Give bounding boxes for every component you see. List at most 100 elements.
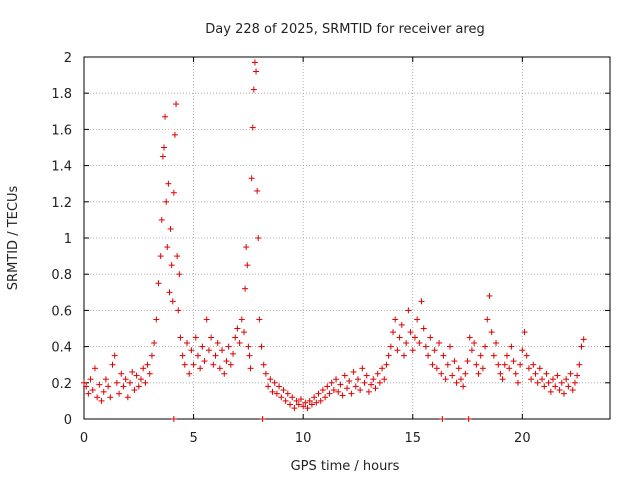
data-point	[348, 390, 355, 397]
data-point	[169, 298, 176, 305]
data-point	[89, 387, 96, 394]
data-point	[124, 394, 131, 401]
data-point	[455, 365, 462, 372]
data-point	[374, 370, 381, 377]
y-tick-label: 1.4	[51, 160, 72, 175]
data-point	[536, 365, 543, 372]
data-point	[563, 376, 570, 383]
data-point	[468, 347, 475, 354]
data-point	[569, 387, 576, 394]
data-point	[501, 361, 508, 368]
data-point	[284, 390, 291, 397]
data-point	[400, 352, 407, 359]
data-point	[109, 361, 116, 368]
data-point	[105, 383, 112, 390]
data-point	[534, 379, 541, 386]
data-point	[271, 379, 278, 386]
data-point	[317, 397, 324, 404]
data-point	[165, 180, 172, 187]
data-point	[341, 372, 348, 379]
data-point	[330, 387, 337, 394]
data-point	[118, 370, 125, 377]
data-point	[188, 347, 195, 354]
data-point	[466, 334, 473, 341]
data-point	[153, 316, 160, 323]
data-point	[173, 101, 180, 108]
data-point	[273, 390, 280, 397]
data-point	[129, 368, 136, 375]
data-point	[135, 383, 142, 390]
data-point	[580, 336, 587, 343]
data-point	[122, 376, 129, 383]
data-point	[210, 361, 217, 368]
data-point	[482, 343, 489, 350]
data-point	[176, 271, 183, 278]
data-point	[148, 352, 155, 359]
data-point	[376, 379, 383, 386]
data-point	[479, 365, 486, 372]
data-point	[96, 381, 103, 388]
data-point	[370, 376, 377, 383]
data-point	[197, 365, 204, 372]
data-point	[550, 376, 557, 383]
data-point	[304, 405, 311, 412]
data-point	[91, 365, 98, 372]
x-axis-label: GPS time / hours	[291, 459, 400, 474]
data-point	[390, 329, 397, 336]
data-point	[385, 352, 392, 359]
data-point	[357, 387, 364, 394]
data-point	[519, 347, 526, 354]
data-point	[232, 334, 239, 341]
data-point	[416, 339, 423, 346]
data-point	[350, 368, 357, 375]
data-point	[127, 379, 134, 386]
y-tick-label: 1.8	[51, 87, 72, 102]
data-point	[554, 372, 561, 379]
data-point	[297, 396, 304, 403]
data-point	[225, 343, 232, 350]
data-point	[499, 376, 506, 383]
data-point	[280, 387, 287, 394]
data-point	[258, 343, 265, 350]
y-tick-label: 1.2	[51, 196, 72, 211]
data-point	[160, 144, 167, 151]
data-point	[439, 416, 446, 422]
y-tick-label: 0.2	[51, 377, 72, 392]
data-point	[422, 343, 429, 350]
data-point	[339, 392, 346, 399]
data-point	[166, 289, 173, 296]
data-point	[521, 329, 528, 336]
data-point	[354, 376, 361, 383]
data-point	[269, 388, 276, 395]
data-point	[155, 280, 162, 287]
data-point	[420, 325, 427, 332]
data-point	[414, 316, 421, 323]
data-point	[460, 383, 467, 390]
data-point	[246, 352, 253, 359]
data-point	[438, 370, 445, 377]
data-point	[244, 262, 251, 269]
data-point	[255, 235, 262, 241]
data-point	[253, 68, 260, 75]
data-point	[205, 347, 212, 354]
data-point	[177, 334, 184, 341]
data-point	[333, 376, 340, 383]
data-point	[300, 403, 307, 410]
data-point	[429, 361, 436, 368]
data-point	[170, 189, 177, 196]
data-point	[243, 244, 250, 251]
data-point	[418, 298, 425, 305]
data-point	[447, 343, 454, 350]
data-point	[322, 394, 329, 401]
data-point	[184, 339, 191, 346]
data-point	[545, 379, 552, 386]
y-tick-label: 0	[64, 413, 72, 428]
data-point	[111, 352, 118, 359]
data-point	[293, 397, 300, 404]
data-point	[431, 347, 438, 354]
data-point	[405, 307, 412, 314]
y-tick-label: 0.6	[51, 304, 72, 319]
data-point	[186, 370, 193, 377]
data-point	[475, 370, 482, 377]
data-point	[116, 390, 123, 397]
